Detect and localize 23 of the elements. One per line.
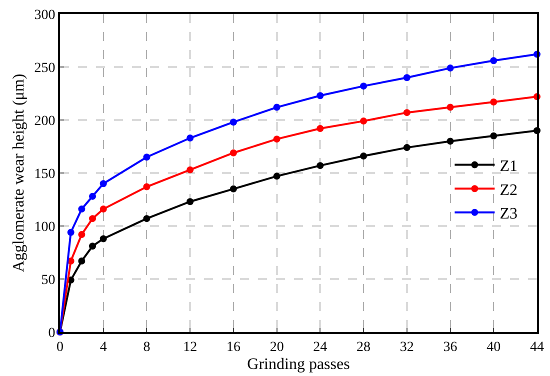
x-tick-label: 20 bbox=[270, 340, 284, 355]
y-tick-label: 50 bbox=[41, 272, 56, 288]
y-axis-title: Agglomerate wear height (μm) bbox=[10, 74, 28, 272]
y-tick-label: 100 bbox=[34, 220, 56, 235]
x-tick-label: 24 bbox=[313, 340, 328, 355]
y-tick-label: 300 bbox=[34, 8, 56, 23]
y-tick-label: 250 bbox=[34, 60, 56, 76]
legend-label: Z2 bbox=[500, 182, 518, 199]
legend-label: Z1 bbox=[500, 158, 518, 176]
x-tick-label: 4 bbox=[100, 340, 107, 355]
x-tick-label: 36 bbox=[443, 340, 458, 355]
x-tick-label: 32 bbox=[400, 340, 414, 355]
x-tick-label: 8 bbox=[143, 340, 150, 355]
x-tick-label: 12 bbox=[183, 340, 198, 355]
y-tick-label: 200 bbox=[34, 114, 56, 129]
x-tick-label: 44 bbox=[530, 340, 544, 355]
legend-label: Z3 bbox=[500, 206, 518, 223]
x-tick-label: 16 bbox=[226, 340, 240, 355]
y-tick-label: 150 bbox=[34, 166, 56, 182]
x-tick-label: 28 bbox=[356, 340, 371, 355]
y-tick-label: 0 bbox=[48, 326, 56, 341]
x-axis-title: Grinding passes bbox=[247, 356, 350, 373]
x-tick-label: 40 bbox=[486, 340, 501, 355]
